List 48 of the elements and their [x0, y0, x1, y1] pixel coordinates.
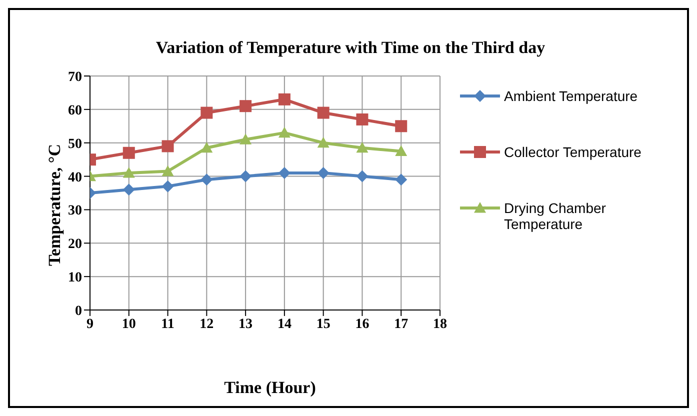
point [317, 166, 330, 179]
point [356, 142, 368, 153]
y-tick-label: 10 [68, 270, 82, 286]
y-tick-label: 40 [68, 170, 82, 186]
point [122, 184, 135, 196]
y-tick-label: 50 [68, 136, 82, 152]
legend-label: Ambient Temperature [504, 88, 638, 104]
x-tick-label: 16 [355, 316, 370, 332]
y-tick-label: 60 [68, 103, 82, 118]
point [317, 136, 330, 148]
y-axis-title: Temperature, °C [45, 144, 65, 266]
point [395, 120, 408, 132]
chart-title: Variation of Temperature with Time on the Third day [154, 38, 546, 58]
point [162, 180, 174, 192]
point [278, 126, 290, 138]
x-tick-label: 15 [316, 316, 330, 332]
x-tick-label: 13 [238, 316, 253, 332]
x-tick-label: 18 [433, 316, 447, 332]
point [162, 140, 174, 152]
legend-label: Drying Chamber Temperature [504, 200, 607, 232]
x-tick-label: 17 [394, 316, 408, 332]
point [278, 93, 290, 106]
point [395, 145, 408, 156]
x-tick-label: 11 [161, 316, 174, 332]
point [200, 174, 213, 186]
point [240, 134, 252, 144]
x-tick-label: 10 [122, 316, 136, 332]
point [200, 106, 213, 119]
y-tick-label: 20 [68, 237, 82, 252]
y-tick-label: 0 [75, 304, 82, 319]
y-tick-label: 70 [68, 70, 82, 85]
point [200, 142, 213, 153]
point [317, 106, 330, 119]
y-tick-label: 30 [68, 204, 82, 219]
x-tick-label: 9 [86, 316, 94, 332]
point [162, 165, 174, 176]
point [240, 100, 252, 112]
point [278, 166, 290, 179]
point [122, 146, 135, 159]
point [240, 170, 252, 182]
x-tick-label: 14 [277, 316, 292, 332]
x-tick-label: 12 [200, 316, 214, 332]
point [356, 113, 368, 126]
legend-label: Collector Temperature [504, 144, 642, 160]
x-axis-title: Time (Hour) [223, 378, 317, 398]
point [122, 166, 135, 178]
point [395, 174, 408, 186]
point [356, 170, 368, 182]
